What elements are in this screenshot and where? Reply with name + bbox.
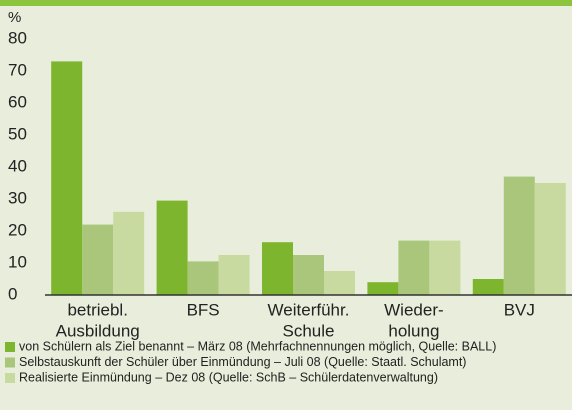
bar [367,282,399,295]
y-tick-label: 10 [8,252,27,271]
bar [429,240,461,295]
top-bar [0,0,572,6]
legend-swatch [5,342,15,352]
bar [324,271,355,295]
y-tick-label: 70 [8,60,27,79]
legend-swatch [5,357,15,368]
bar [218,255,250,295]
x-tick-label: BVJ [504,300,535,319]
y-tick-label: 40 [8,156,27,175]
bar [398,240,430,295]
y-tick-label: 50 [8,124,27,143]
x-tick-label: holung [388,321,439,340]
bar [51,61,83,296]
x-tick-label: Ausbildung [56,321,140,340]
x-tick-label: Wieder- [384,300,444,319]
y-tick-label: 60 [8,92,27,111]
bar [82,224,114,295]
legend-label: Realisierte Einmündung – Dez 08 (Quelle:… [19,370,438,384]
bar [156,200,188,295]
bar [113,211,145,295]
y-tick-label: 20 [8,220,27,239]
bar [262,242,293,295]
bar [472,279,504,295]
y-tick-label: 80 [8,28,27,47]
x-tick-label: Schule [283,321,335,340]
y-tick-label: 0 [8,284,17,303]
bar [534,183,566,295]
x-tick-label: Weiterführ. [268,300,350,319]
y-axis-label: % [8,9,21,26]
bar [293,255,324,295]
legend-label: Selbstauskunft der Schüler über Einmündu… [19,355,466,369]
legend-swatch [5,373,15,383]
bar [503,176,535,295]
bar [187,261,219,295]
x-tick-label: BFS [187,300,220,319]
y-tick-label: 30 [8,188,27,207]
x-tick-label: betriebl. [67,300,127,319]
legend-label: von Schülern als Ziel benannt – März 08 … [19,339,496,353]
